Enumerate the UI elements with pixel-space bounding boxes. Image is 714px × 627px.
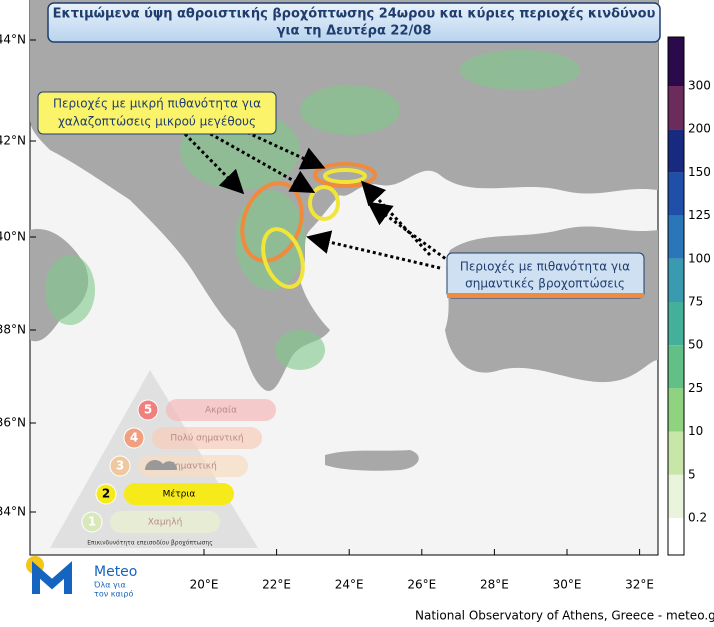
callout: Περιοχές με μικρή πιθανότητα για χαλαζοπ… [37,91,277,135]
risk-caption: Επικινδυνότητα επεισοδίου βροχόπτωσης [87,540,213,547]
level-pill [152,427,262,449]
colorbar-segment [668,37,684,86]
longitude-labels: 20°E 22°E 24°E 26°E 28°E 30°E 32°E [190,549,654,592]
title-box: Εκτιμώμενα ύψη αθροιστικής βροχόπτωσης 2… [47,2,661,43]
longitude-label: 22°E [262,578,291,592]
colorbar-label: 0.2 [688,511,707,525]
logo-tagline: τον καιρό [94,589,133,599]
level-pill [138,455,248,477]
longitude-label: 24°E [335,578,364,592]
colorbar-label: 150 [688,165,711,179]
level-badge [95,483,117,505]
land-anatolia [445,226,658,383]
level-badge [137,399,159,421]
callout-text: χαλαζοπτώσεις μικρού μεγέθους [58,115,256,129]
title-line: Εκτιμώμενα ύψη αθροιστικής βροχόπτωσης 2… [53,7,656,22]
level-number: 4 [130,431,138,445]
colorbar-segment [668,388,684,432]
level-badge [109,455,131,477]
latitude-labels: 44°N 42°N 40°N 38°N 36°N 34°N [0,33,36,519]
colorbar-segment [668,431,684,475]
colorbar-label: 5 [688,467,696,481]
callout: Περιοχές με πιθανότητα για σημαντικές βρ… [446,252,645,299]
cloud-icon [145,460,178,470]
level-number: 3 [116,459,124,473]
colorbar-segment [668,518,684,555]
colorbar-label: 75 [688,295,703,309]
colorbar-label: 200 [688,122,711,136]
latitude-label: 38°N [0,323,26,337]
logo-tagline: Όλα για [93,580,126,590]
logo-name: Meteo [94,564,137,580]
level-pill [166,399,276,421]
colorbar-label: 50 [688,338,703,352]
colorbar-segment [668,129,684,173]
risk-areas [240,162,377,289]
latitude-label: 42°N [0,134,26,148]
footer: National Observatory of Athens, Greece -… [415,609,714,623]
colorbar-segment [668,302,684,346]
colorbar-label: 25 [688,381,703,395]
longitude-label: 26°E [407,578,436,592]
colorbar-segment [668,215,684,259]
callout-text: σημαντικές βροχοπτώσεις [465,277,625,291]
level-label: Πολύ σημαντική [170,433,243,444]
callout-text: Περιοχές με πιθανότητα για [460,260,630,274]
colorbar-label: 300 [688,79,711,93]
colorbar-segment [668,474,684,518]
level-badge [81,511,103,533]
latitude-label: 34°N [0,505,26,519]
colorbar-label: 10 [688,424,703,438]
risk-scale: 5 Ακραία 4 Πολύ σημαντική 3 Σημαντική 2 Μέτρια 1… [50,370,276,548]
level-badge [123,427,145,449]
colorbar-segment [668,86,684,130]
level-number: 5 [144,403,152,417]
level-pill [110,511,220,533]
land-crete [325,450,419,471]
colorbar-segment [668,172,684,216]
logo: Meteo Όλα για τον καιρό [26,556,137,599]
longitude-label: 30°E [553,578,582,592]
level-label: Μέτρια [163,489,196,500]
latitude-label: 36°N [0,416,26,430]
level-label: Χαμηλή [148,518,183,528]
longitude-label: 20°E [190,578,219,592]
level-number: 2 [102,487,110,501]
callout-text: Περιοχές με μικρή πιθανότητα για [53,97,261,111]
colorbar-label: 125 [688,208,711,222]
longitude-label: 32°E [625,578,654,592]
colorbar-segment [668,258,684,302]
latitude-label: 40°N [0,230,26,244]
colorbar: 300 200 150 125 100 75 50 25 10 5 0.2 [667,36,711,556]
colorbar-label: 100 [688,251,711,265]
title-line: για τη Δευτέρα 22/08 [277,24,432,39]
level-number: 1 [88,515,96,529]
latitude-label: 44°N [0,33,26,47]
colorbar-frame [667,36,685,556]
longitude-label: 28°E [480,578,509,592]
level-pill [124,483,234,505]
level-label: Σημαντική [169,462,217,472]
colorbar-segment [668,345,684,389]
level-label: Ακραία [205,406,237,416]
